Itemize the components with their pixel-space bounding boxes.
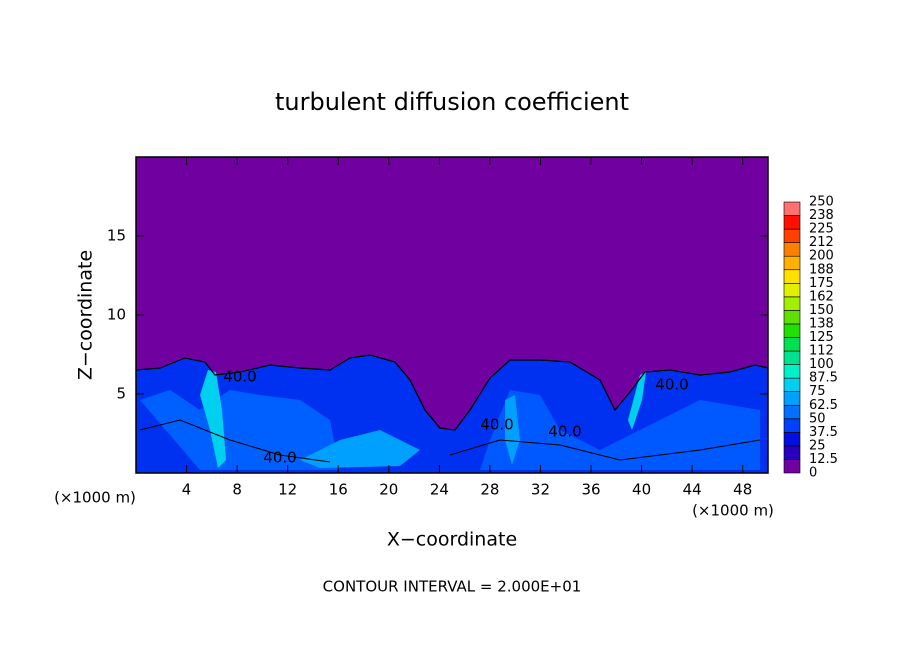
colorbar-label: 200 (809, 249, 834, 264)
x-tick-label: 28 (480, 481, 499, 499)
colorbar-label: 87.5 (809, 371, 838, 386)
y-tick-label: 5 (116, 385, 126, 403)
x-tick-label: 8 (232, 481, 242, 499)
colorbar-band (783, 310, 801, 325)
x-tick-label: 40 (632, 481, 651, 499)
colorbar-label: 225 (809, 222, 834, 237)
field-region (140, 390, 340, 470)
colorbar-band (783, 201, 801, 216)
colorbar-label: 112 (809, 344, 834, 359)
x-tick-label: 24 (430, 481, 449, 499)
colorbar-band (783, 282, 801, 298)
colorbar-label: 75 (809, 384, 826, 399)
x-tick-label: 12 (278, 481, 297, 499)
colorbar-label: 100 (809, 357, 834, 372)
colorbar-label: 125 (809, 330, 834, 345)
colorbar-band (783, 296, 801, 311)
colorbar-label: 25 (809, 438, 826, 453)
unit-label: (×1000 m) (692, 502, 774, 520)
colorbar-band (783, 445, 801, 460)
colorbar-band (783, 215, 801, 230)
colorbar-band (783, 337, 801, 352)
colorbar-band (783, 432, 801, 447)
x-tick-label: 36 (581, 481, 600, 499)
colorbar-band (783, 418, 801, 433)
colorbar-band (783, 228, 801, 243)
field-streak (200, 370, 226, 468)
x-tick-label: 16 (329, 481, 348, 499)
colorbar-band (783, 391, 801, 406)
x-tick-label: 4 (182, 481, 192, 499)
colorbar-label: 250 (809, 195, 834, 210)
colorbar-band (783, 377, 801, 392)
colorbar-label: 150 (809, 303, 834, 318)
field-streak (300, 430, 420, 468)
colorbar-label: 212 (809, 235, 834, 250)
x-tick-label: 20 (379, 481, 398, 499)
field (135, 157, 769, 473)
contour-line (135, 354, 769, 431)
colorbar-band (783, 404, 801, 420)
colorbar-band (783, 269, 801, 284)
contour-label: 40.0 (263, 449, 296, 467)
colorbar-label: 12.5 (809, 452, 838, 467)
colorbar-label: 188 (809, 262, 834, 277)
y-tick-label: 15 (107, 227, 126, 245)
contour-label: 40.0 (548, 423, 581, 441)
field-region (480, 390, 760, 470)
contour-label: 40.0 (655, 376, 688, 394)
colorbar-band (783, 323, 801, 338)
contour-label: 40.0 (223, 368, 256, 386)
y-tick-label: 10 (107, 306, 126, 324)
colorbar-band (783, 364, 801, 379)
colorbar-label: 0 (809, 466, 817, 481)
colorbar-label: 175 (809, 276, 834, 291)
unit-label: (×1000 m) (54, 489, 136, 507)
x-tick-label: 44 (683, 481, 702, 499)
footer-note: CONTOUR INTERVAL = 2.000E+01 (323, 578, 582, 596)
colorbar-label: 138 (809, 316, 834, 331)
field-streak (505, 395, 520, 465)
colorbar-band (783, 242, 801, 257)
x-tick-label: 48 (733, 481, 752, 499)
contour-label: 40.0 (480, 416, 513, 434)
chart-title: turbulent diffusion coefficient (275, 88, 629, 116)
x-axis-label: X−coordinate (387, 529, 517, 551)
colorbar-label: 162 (809, 289, 834, 304)
colorbar-band (783, 350, 801, 365)
colorbar-label: 50 (809, 411, 826, 426)
colorbar-label: 62.5 (809, 398, 838, 413)
colorbar-band (783, 255, 801, 271)
field-streak (628, 372, 646, 430)
contour-line (139, 419, 761, 463)
y-axis-label: Z−coordinate (75, 250, 97, 380)
colorbar-band (783, 459, 801, 474)
x-tick-label: 32 (531, 481, 550, 499)
colorbar-label: 238 (809, 208, 834, 223)
colorbar-label: 37.5 (809, 425, 838, 440)
